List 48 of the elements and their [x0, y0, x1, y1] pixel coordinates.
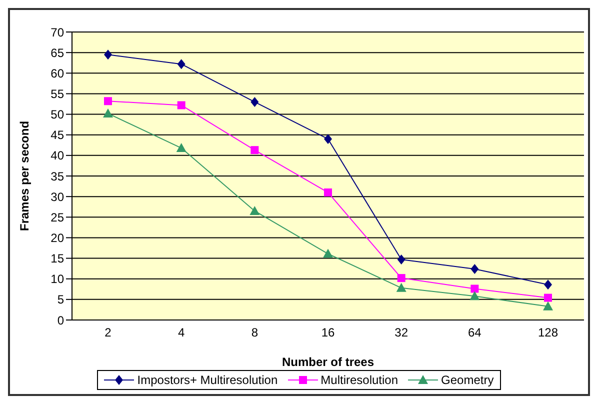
x-tick-label: 2 — [104, 326, 112, 340]
point — [177, 101, 186, 110]
point — [103, 108, 113, 118]
point — [323, 248, 333, 258]
y-tick-label: 0 — [57, 313, 64, 328]
x-tick-label: 64 — [468, 326, 482, 340]
y-axis-title: Frames per second — [17, 120, 32, 232]
point — [397, 254, 406, 265]
point — [396, 282, 406, 292]
point — [104, 97, 112, 106]
point — [397, 274, 406, 282]
y-tick-label: 65 — [50, 46, 64, 60]
point — [324, 188, 332, 196]
point — [470, 291, 480, 300]
y-tick-label: 50 — [50, 108, 64, 122]
point — [177, 59, 186, 70]
legend-label: Geometry — [441, 373, 494, 387]
point — [544, 294, 552, 302]
y-tick-label: 25 — [50, 210, 64, 224]
point — [176, 143, 186, 152]
y-tick-label: 35 — [50, 169, 64, 184]
y-tick-label: 10 — [50, 272, 64, 286]
x-tick-label: 32 — [394, 326, 408, 340]
legend-label: Impostors+ Multiresolution — [137, 373, 278, 387]
point — [543, 301, 553, 310]
y-tick-label: 60 — [50, 66, 64, 80]
point — [470, 284, 479, 293]
point — [324, 134, 332, 144]
y-tick-label: 45 — [50, 128, 64, 142]
point — [250, 96, 259, 107]
x-tick-label: 4 — [178, 326, 185, 340]
point — [104, 50, 112, 60]
y-tick-label: 15 — [50, 252, 64, 266]
point — [544, 280, 552, 290]
y-tick-label: 70 — [50, 25, 64, 40]
y-tick-label: 20 — [50, 230, 64, 245]
legend-label: Multiresolution — [320, 373, 398, 387]
point — [470, 264, 479, 274]
x-tick-label: 128 — [538, 326, 558, 340]
y-tick-label: 5 — [57, 292, 64, 307]
y-tick-label: 30 — [50, 190, 64, 204]
x-axis-title: Number of trees — [282, 355, 374, 369]
point — [250, 206, 260, 215]
y-tick-label: 40 — [50, 148, 64, 163]
y-tick-label: 55 — [50, 86, 64, 101]
x-tick-label: 16 — [321, 326, 335, 340]
x-tick-label: 8 — [251, 326, 258, 340]
point — [250, 146, 259, 154]
